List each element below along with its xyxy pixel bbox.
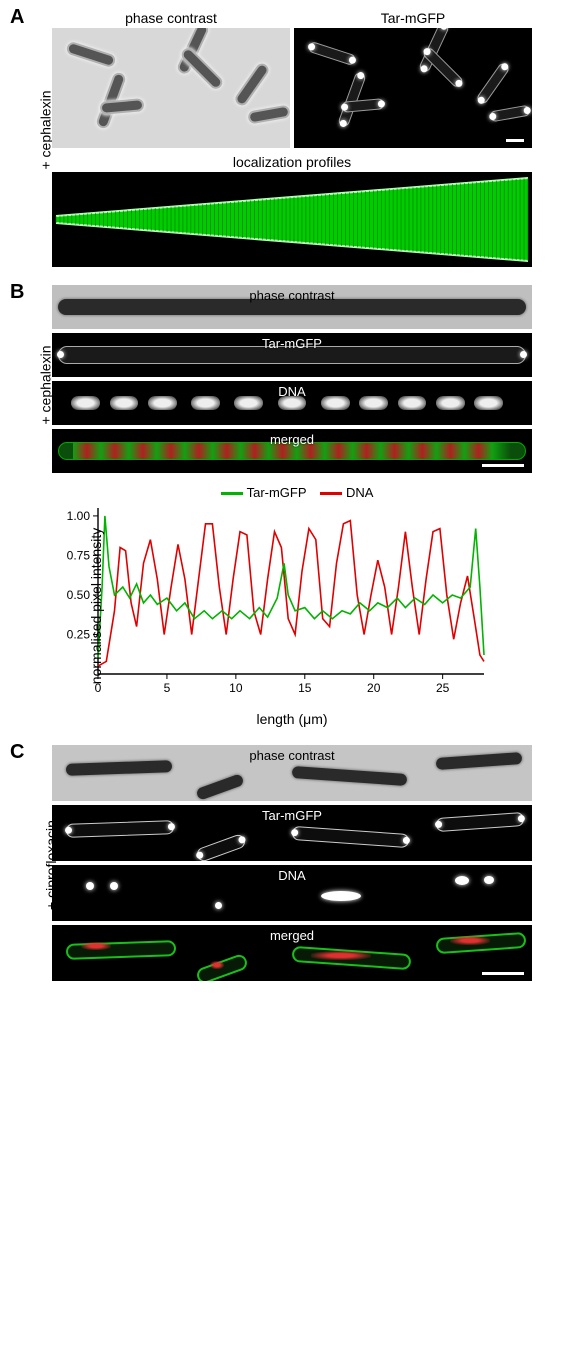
panel-c-merged-strip: merged	[52, 925, 532, 981]
panel-b-gfp-label: Tar-mGFP	[262, 336, 322, 351]
panel-a-scale-bar	[506, 139, 524, 142]
panel-c-dna-strip: DNA	[52, 865, 532, 921]
legend-gfp: Tar-mGFP	[247, 485, 307, 500]
svg-text:25: 25	[436, 681, 450, 695]
panel-a-demograph-label: localization profiles	[52, 154, 532, 170]
panel-b-phase-strip: phase contrast	[52, 285, 532, 329]
svg-text:0.25: 0.25	[67, 627, 91, 641]
panel-a-top-row: phase contrast Tar-mGFP	[52, 10, 532, 148]
panel-b-dna-label: DNA	[278, 384, 305, 399]
panel-b-merged-strip: merged	[52, 429, 532, 473]
panel-c-phase-strip: phase contrast	[52, 745, 532, 801]
panel-b-gfp-strip: Tar-mGFP	[52, 333, 532, 377]
svg-text:15: 15	[298, 681, 312, 695]
svg-text:10: 10	[229, 681, 243, 695]
svg-text:5: 5	[164, 681, 171, 695]
panel-a-phase-image	[52, 28, 290, 148]
panel-c-phase-label: phase contrast	[249, 748, 334, 763]
panel-b-chart: Tar-mGFP DNA normalised pixel intensity …	[52, 485, 532, 727]
panel-b-dna-strip: DNA	[52, 381, 532, 425]
chart-xlabel: length (μm)	[52, 711, 532, 727]
chart-legend: Tar-mGFP DNA	[52, 485, 532, 500]
chart-ylabel: normalised pixel intensity	[88, 528, 104, 684]
panel-a-letter: A	[10, 6, 24, 29]
svg-text:0.75: 0.75	[67, 548, 91, 562]
panel-c-dna-label: DNA	[278, 868, 305, 883]
panel-a-label-gfp: Tar-mGFP	[294, 10, 532, 26]
panel-a-label-phase: phase contrast	[52, 10, 290, 26]
panel-c-gfp-label: Tar-mGFP	[262, 808, 322, 823]
panel-b-phase-label: phase contrast	[249, 288, 334, 303]
panel-b: B + cephalexin phase contrast Tar-mGFP D…	[10, 285, 556, 727]
legend-dna: DNA	[346, 485, 373, 500]
panel-a-gfp-image	[294, 28, 532, 148]
chart-svg: 0.250.500.751.000510152025	[52, 502, 492, 702]
panel-c-gfp-strip: Tar-mGFP	[52, 805, 532, 861]
panel-c: C + ciprofloxacin phase contrast Tar-mGF…	[10, 745, 556, 981]
panel-a-demograph	[52, 172, 532, 267]
svg-text:0.50: 0.50	[67, 588, 91, 602]
panel-b-letter: B	[10, 281, 24, 304]
panel-b-merged-label: merged	[270, 432, 314, 447]
panel-c-merged-label: merged	[270, 928, 314, 943]
panel-b-scale-bar	[482, 464, 524, 467]
svg-text:1.00: 1.00	[67, 509, 91, 523]
panel-c-letter: C	[10, 741, 24, 764]
svg-text:20: 20	[367, 681, 381, 695]
panel-c-stack: phase contrast Tar-mGFP DNA merged	[52, 745, 532, 981]
demograph-svg	[52, 172, 532, 267]
panel-c-scale-bar	[482, 972, 524, 975]
panel-a-stack: phase contrast Tar-mGFP	[52, 10, 532, 267]
panel-a: A + cephalexin phase contrast Tar-mGFP	[10, 10, 556, 267]
panel-b-stack: phase contrast Tar-mGFP DNA merged	[52, 285, 532, 473]
